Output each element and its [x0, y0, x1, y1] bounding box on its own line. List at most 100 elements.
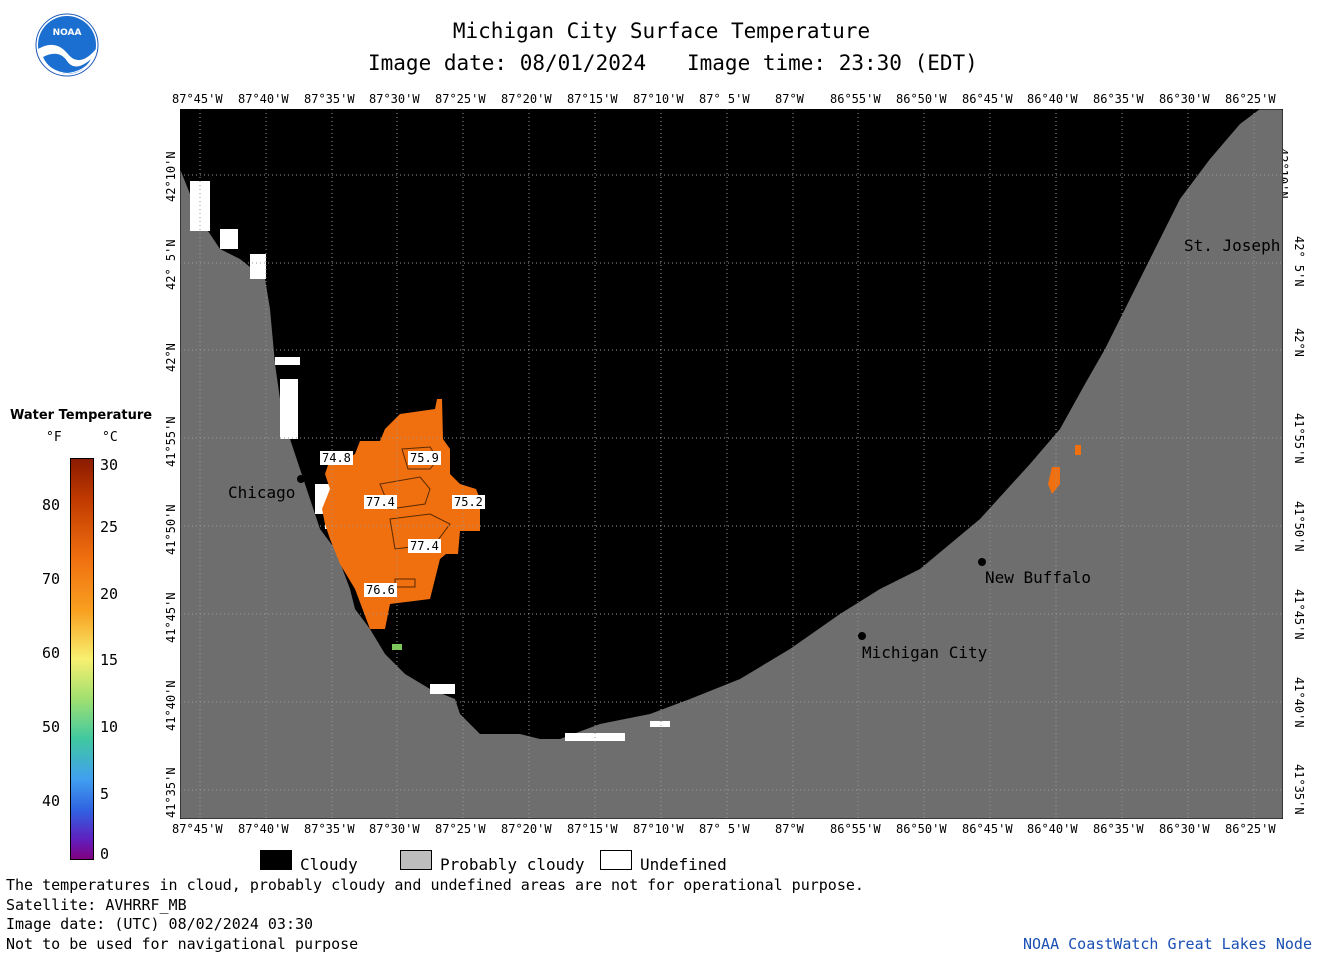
map-title: Michigan City Surface Temperature	[452, 19, 871, 43]
lon-tick: 87°W	[775, 822, 804, 836]
satellite-info: Satellite: AVHRRF_MB	[6, 896, 187, 914]
colorbar-c-tick: 0	[100, 845, 110, 863]
st-joseph-label: St. Joseph	[1184, 236, 1281, 255]
lon-tick: 86°40'W	[1027, 822, 1078, 836]
lon-tick: 87°25'W	[435, 92, 486, 106]
undefined-swatch	[600, 850, 632, 870]
michigan-city-label: Michigan City	[862, 643, 988, 662]
lat-tick: 41°40'N	[1292, 677, 1306, 728]
isotherm-label: 77.4	[364, 495, 397, 509]
colorbar	[70, 458, 94, 860]
lon-tick: 87°10'W	[633, 822, 684, 836]
temperature-spot	[392, 644, 402, 650]
lat-tick: 42°N	[1292, 328, 1306, 357]
lon-tick: 86°50'W	[896, 92, 947, 106]
credit-link[interactable]: NOAA CoastWatch Great Lakes Node	[1023, 935, 1312, 953]
lon-tick: 86°30'W	[1159, 822, 1210, 836]
isotherm-label: 77.4	[408, 539, 441, 553]
lon-tick: 87°25'W	[435, 822, 486, 836]
lat-tick: 42°10'N	[164, 151, 178, 202]
lon-tick: 86°35'W	[1093, 822, 1144, 836]
lon-tick: 87°15'W	[567, 822, 618, 836]
lon-ticks-top: 87°45'W 87°40'W 87°35'W 87°30'W 87°25'W …	[0, 92, 1323, 108]
new-buffalo-label: New Buffalo	[985, 568, 1091, 587]
lon-tick: 87°40'W	[238, 92, 289, 106]
colorbar-f-tick: 70	[41, 570, 60, 588]
cloudy-label: Cloudy	[300, 855, 358, 874]
probably-cloudy-swatch	[400, 850, 432, 870]
utc-date: Image date: (UTC) 08/02/2024 03:30	[6, 915, 314, 933]
colorbar-unit-f: °F	[46, 430, 62, 445]
noaa-logo: NOAA	[35, 13, 99, 77]
colorbar-c-tick: 25	[100, 518, 119, 536]
lat-tick: 42° 5'N	[164, 239, 178, 290]
lat-tick: 41°40'N	[164, 680, 178, 731]
lon-tick: 87°45'W	[172, 92, 223, 106]
lat-tick: 42° 5'N	[1292, 236, 1306, 287]
colorbar-f-tick: 50	[41, 718, 60, 736]
cloudy-swatch	[260, 850, 292, 870]
lon-tick: 86°40'W	[1027, 92, 1078, 106]
lon-tick: 87°45'W	[172, 822, 223, 836]
isotherm-label: 76.6	[364, 583, 397, 597]
lon-tick: 86°25'W	[1225, 822, 1276, 836]
colorbar-f-tick: 60	[41, 644, 60, 662]
lon-tick: 87°15'W	[567, 92, 618, 106]
colorbar-c-tick: 30	[100, 456, 119, 474]
lat-tick: 41°55'N	[1292, 413, 1306, 464]
lon-tick: 86°35'W	[1093, 92, 1144, 106]
lat-tick: 41°35'N	[164, 767, 178, 818]
navigation-disclaimer: Not to be used for navigational purpose	[6, 935, 359, 953]
lon-tick: 87°30'W	[369, 92, 420, 106]
disclaimer-clouds: The temperatures in cloud, probably clou…	[6, 876, 864, 894]
lon-tick: 86°25'W	[1225, 92, 1276, 106]
new-buffalo-marker[interactable]	[978, 558, 986, 566]
lon-tick: 87° 5'W	[699, 822, 750, 836]
chicago-marker[interactable]	[297, 475, 305, 483]
lon-tick: 86°45'W	[962, 822, 1013, 836]
image-date: Image date: 08/01/2024	[368, 51, 647, 75]
lon-tick: 86°30'W	[1159, 92, 1210, 106]
lon-tick: 87°20'W	[501, 92, 552, 106]
lat-tick: 41°50'N	[164, 504, 178, 555]
colorbar-title: Water Temperature	[10, 408, 153, 423]
lon-ticks-bottom: 87°45'W 87°40'W 87°35'W 87°30'W 87°25'W …	[0, 822, 1323, 838]
lon-tick: 87°40'W	[238, 822, 289, 836]
undefined-label: Undefined	[640, 855, 727, 874]
image-time: Image time: 23:30 (EDT)	[687, 51, 978, 75]
lon-tick: 87°35'W	[304, 822, 355, 836]
west-land	[180, 109, 1283, 819]
lon-tick: 86°45'W	[962, 92, 1013, 106]
lon-tick: 86°55'W	[830, 92, 881, 106]
probably-cloudy-label: Probably cloudy	[440, 855, 585, 874]
colorbar-unit-c: °C	[102, 430, 118, 445]
michigan-city-marker[interactable]	[858, 632, 866, 640]
lon-tick: 87° 5'W	[699, 92, 750, 106]
colorbar-c-tick: 15	[100, 651, 119, 669]
map-panel[interactable]: 74.8 75.9 77.4 75.2 77.4 76.6 Chicago St…	[180, 109, 1283, 819]
lat-tick: 41°55'N	[164, 416, 178, 467]
lon-tick: 86°50'W	[896, 822, 947, 836]
lon-tick: 86°55'W	[830, 822, 881, 836]
lat-tick: 41°45'N	[1292, 589, 1306, 640]
lat-tick: 41°35'N	[1292, 764, 1306, 815]
colorbar-c-tick: 5	[100, 785, 110, 803]
temperature-region-small	[1048, 467, 1060, 494]
isotherm-label: 74.8	[320, 451, 353, 465]
lon-tick: 87°20'W	[501, 822, 552, 836]
lake-cloud	[180, 109, 1260, 739]
chicago-label: Chicago	[228, 483, 296, 502]
lon-tick: 87°30'W	[369, 822, 420, 836]
lat-tick: 42°N	[164, 343, 178, 372]
colorbar-c-tick: 10	[100, 718, 119, 736]
svg-text:NOAA: NOAA	[53, 28, 82, 38]
colorbar-c-tick: 20	[100, 585, 119, 603]
isotherm-label: 75.9	[408, 451, 441, 465]
temperature-spot	[1075, 445, 1081, 455]
lat-tick: 41°45'N	[164, 592, 178, 643]
colorbar-f-tick: 40	[41, 792, 60, 810]
lon-tick: 87°35'W	[304, 92, 355, 106]
colorbar-f-tick: 80	[41, 496, 60, 514]
lat-tick: 41°50'N	[1292, 501, 1306, 552]
lon-tick: 87°W	[775, 92, 804, 106]
